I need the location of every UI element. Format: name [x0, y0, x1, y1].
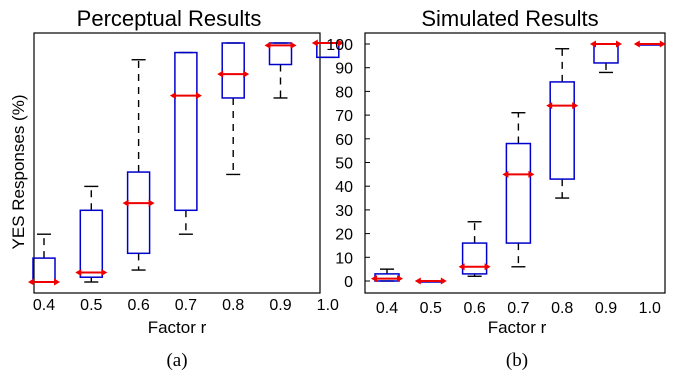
- x-tick-labels: 0.4 0.5 0.6 0.7 0.8 0.9 1.0: [376, 300, 661, 317]
- median-arrow-left: [264, 41, 271, 49]
- median-arrow-right: [54, 278, 60, 286]
- median-arrow-left: [122, 199, 129, 207]
- median-arrow-right: [659, 40, 666, 48]
- box-iqr: [268, 42, 293, 66]
- median-arrow-right: [440, 277, 447, 285]
- x-tick-label: 0.7: [175, 297, 197, 314]
- x-axis-label: Factor r: [148, 318, 207, 337]
- plot-frame: [33, 32, 321, 294]
- x-axis-label: Factor r: [488, 318, 547, 337]
- x-tick-label: 0.5: [80, 297, 102, 314]
- median-arrow-left: [28, 278, 34, 286]
- y-axis-label: YES Responses (%): [9, 95, 28, 250]
- box-group: [371, 40, 666, 285]
- median-arrow-right: [572, 102, 579, 110]
- y-tick-label: 20: [335, 227, 353, 244]
- box-iqr: [174, 51, 198, 212]
- panel-b: Simulated Results 0.4 0.5 0.6 0.7 0.8 0.9 1.0 …: [326, 6, 666, 371]
- median-arrow-left: [502, 170, 509, 178]
- box-iqr: [461, 242, 488, 275]
- box-iqr: [126, 171, 151, 255]
- median-arrow-left: [371, 275, 377, 283]
- panel-a: Perceptual Results 0.4 0.5 0.6 0.7 0.8 0.9 1.0…: [9, 6, 344, 371]
- box-iqr: [593, 43, 619, 64]
- median-arrow-right: [148, 199, 155, 207]
- x-tick-label: 0.6: [127, 297, 149, 314]
- median-arrow-left: [311, 39, 318, 47]
- y-tick-label: 70: [335, 108, 353, 125]
- median-arrow-left: [633, 40, 640, 48]
- x-tick-label: 0.5: [420, 300, 442, 317]
- y-tick-label: 50: [335, 156, 353, 173]
- median-arrow-left: [75, 268, 82, 276]
- median-arrow-right: [243, 70, 250, 78]
- median-arrow-right: [337, 39, 344, 47]
- y-tick-label: 90: [335, 61, 353, 78]
- median-arrow-right: [397, 275, 403, 283]
- x-tick-label: 1.0: [317, 297, 339, 314]
- box-iqr: [32, 257, 56, 283]
- median-arrow-right: [528, 170, 535, 178]
- median-arrow-right: [290, 41, 297, 49]
- y-tick-label: 30: [335, 203, 353, 220]
- y-tick-label: 60: [335, 132, 353, 149]
- box-iqr: [79, 209, 104, 278]
- x-tick-label: 0.4: [376, 300, 398, 317]
- box-iqr: [549, 81, 575, 180]
- median-arrow-left: [458, 263, 465, 271]
- subfigure-caption: (a): [166, 350, 187, 371]
- y-tick-label: 40: [335, 179, 353, 196]
- chart-title: Perceptual Results: [77, 6, 262, 31]
- box-group: [28, 39, 344, 286]
- subfigure-caption: (b): [506, 350, 528, 371]
- median-arrow-left: [414, 277, 421, 285]
- plot-frame: [364, 32, 666, 294]
- x-tick-label: 0.6: [463, 300, 485, 317]
- median-arrow-left: [217, 70, 224, 78]
- x-tick-label: 0.7: [507, 300, 529, 317]
- median-arrow-right: [616, 40, 622, 48]
- y-tick-labels: 0 10 20 30 40 50 60 70 80 90 100: [326, 37, 370, 291]
- x-tick-label: 0.9: [269, 297, 291, 314]
- y-tick-label: 0: [344, 274, 353, 291]
- median-arrow-right: [101, 268, 108, 276]
- x-tick-label: 0.8: [222, 297, 244, 314]
- median-arrow-left: [590, 40, 596, 48]
- x-tick-label: 1.0: [639, 300, 661, 317]
- chart-title: Simulated Results: [421, 6, 598, 31]
- median-arrow-right: [195, 92, 202, 100]
- box-iqr: [221, 42, 245, 99]
- x-tick-labels: 0.4 0.5 0.6 0.7 0.8 0.9 1.0: [33, 297, 339, 314]
- x-tick-label: 0.8: [551, 300, 573, 317]
- y-tick-label: 10: [335, 250, 353, 267]
- x-tick-label: 0.4: [33, 297, 55, 314]
- box-iqr: [374, 273, 400, 282]
- x-tick-label: 0.9: [595, 300, 617, 317]
- median-arrow-left: [169, 92, 176, 100]
- box-iqr: [505, 142, 532, 244]
- y-tick-label: 80: [335, 84, 353, 101]
- y-tick-label: 100: [326, 37, 353, 54]
- median-arrow-left: [546, 102, 553, 110]
- median-arrow-right: [484, 263, 491, 271]
